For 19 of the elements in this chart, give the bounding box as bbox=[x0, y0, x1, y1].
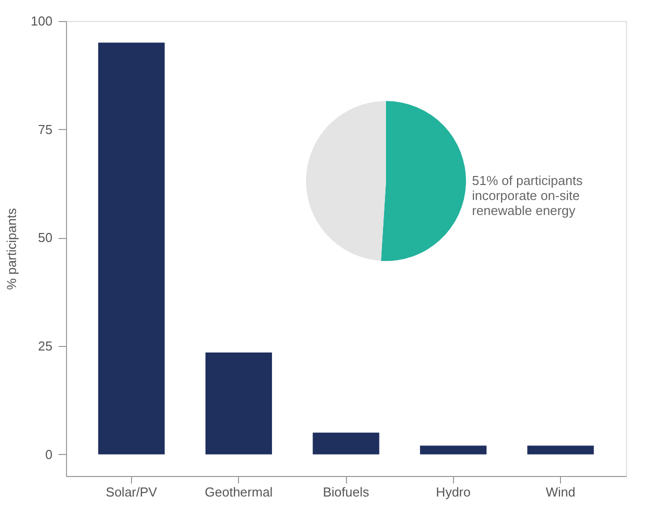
annotation: 51% of participants incorporate on-site renewable energy bbox=[472, 173, 584, 218]
x-tick-label: Solar/PV bbox=[106, 484, 158, 500]
x-tick-label: Hydro bbox=[436, 484, 471, 500]
bar bbox=[312, 432, 380, 454]
pie-slice bbox=[306, 101, 386, 261]
bar bbox=[527, 446, 594, 454]
bar bbox=[98, 42, 165, 454]
y-tick-label: 75 bbox=[38, 122, 52, 137]
x-tick-label: Wind bbox=[546, 484, 576, 500]
bar bbox=[205, 352, 272, 454]
y-tick-label: 25 bbox=[38, 338, 52, 354]
y-tick-label: 100 bbox=[30, 14, 52, 28]
y-axis-title: % participants bbox=[4, 208, 19, 290]
pie-slice bbox=[380, 101, 466, 261]
x-tick-label: Biofuels bbox=[322, 484, 370, 500]
y-tick-label: 50 bbox=[38, 230, 52, 246]
bar bbox=[420, 446, 487, 454]
y-tick-label: 0 bbox=[45, 446, 52, 462]
x-tick-label: Geothermal bbox=[204, 484, 273, 500]
